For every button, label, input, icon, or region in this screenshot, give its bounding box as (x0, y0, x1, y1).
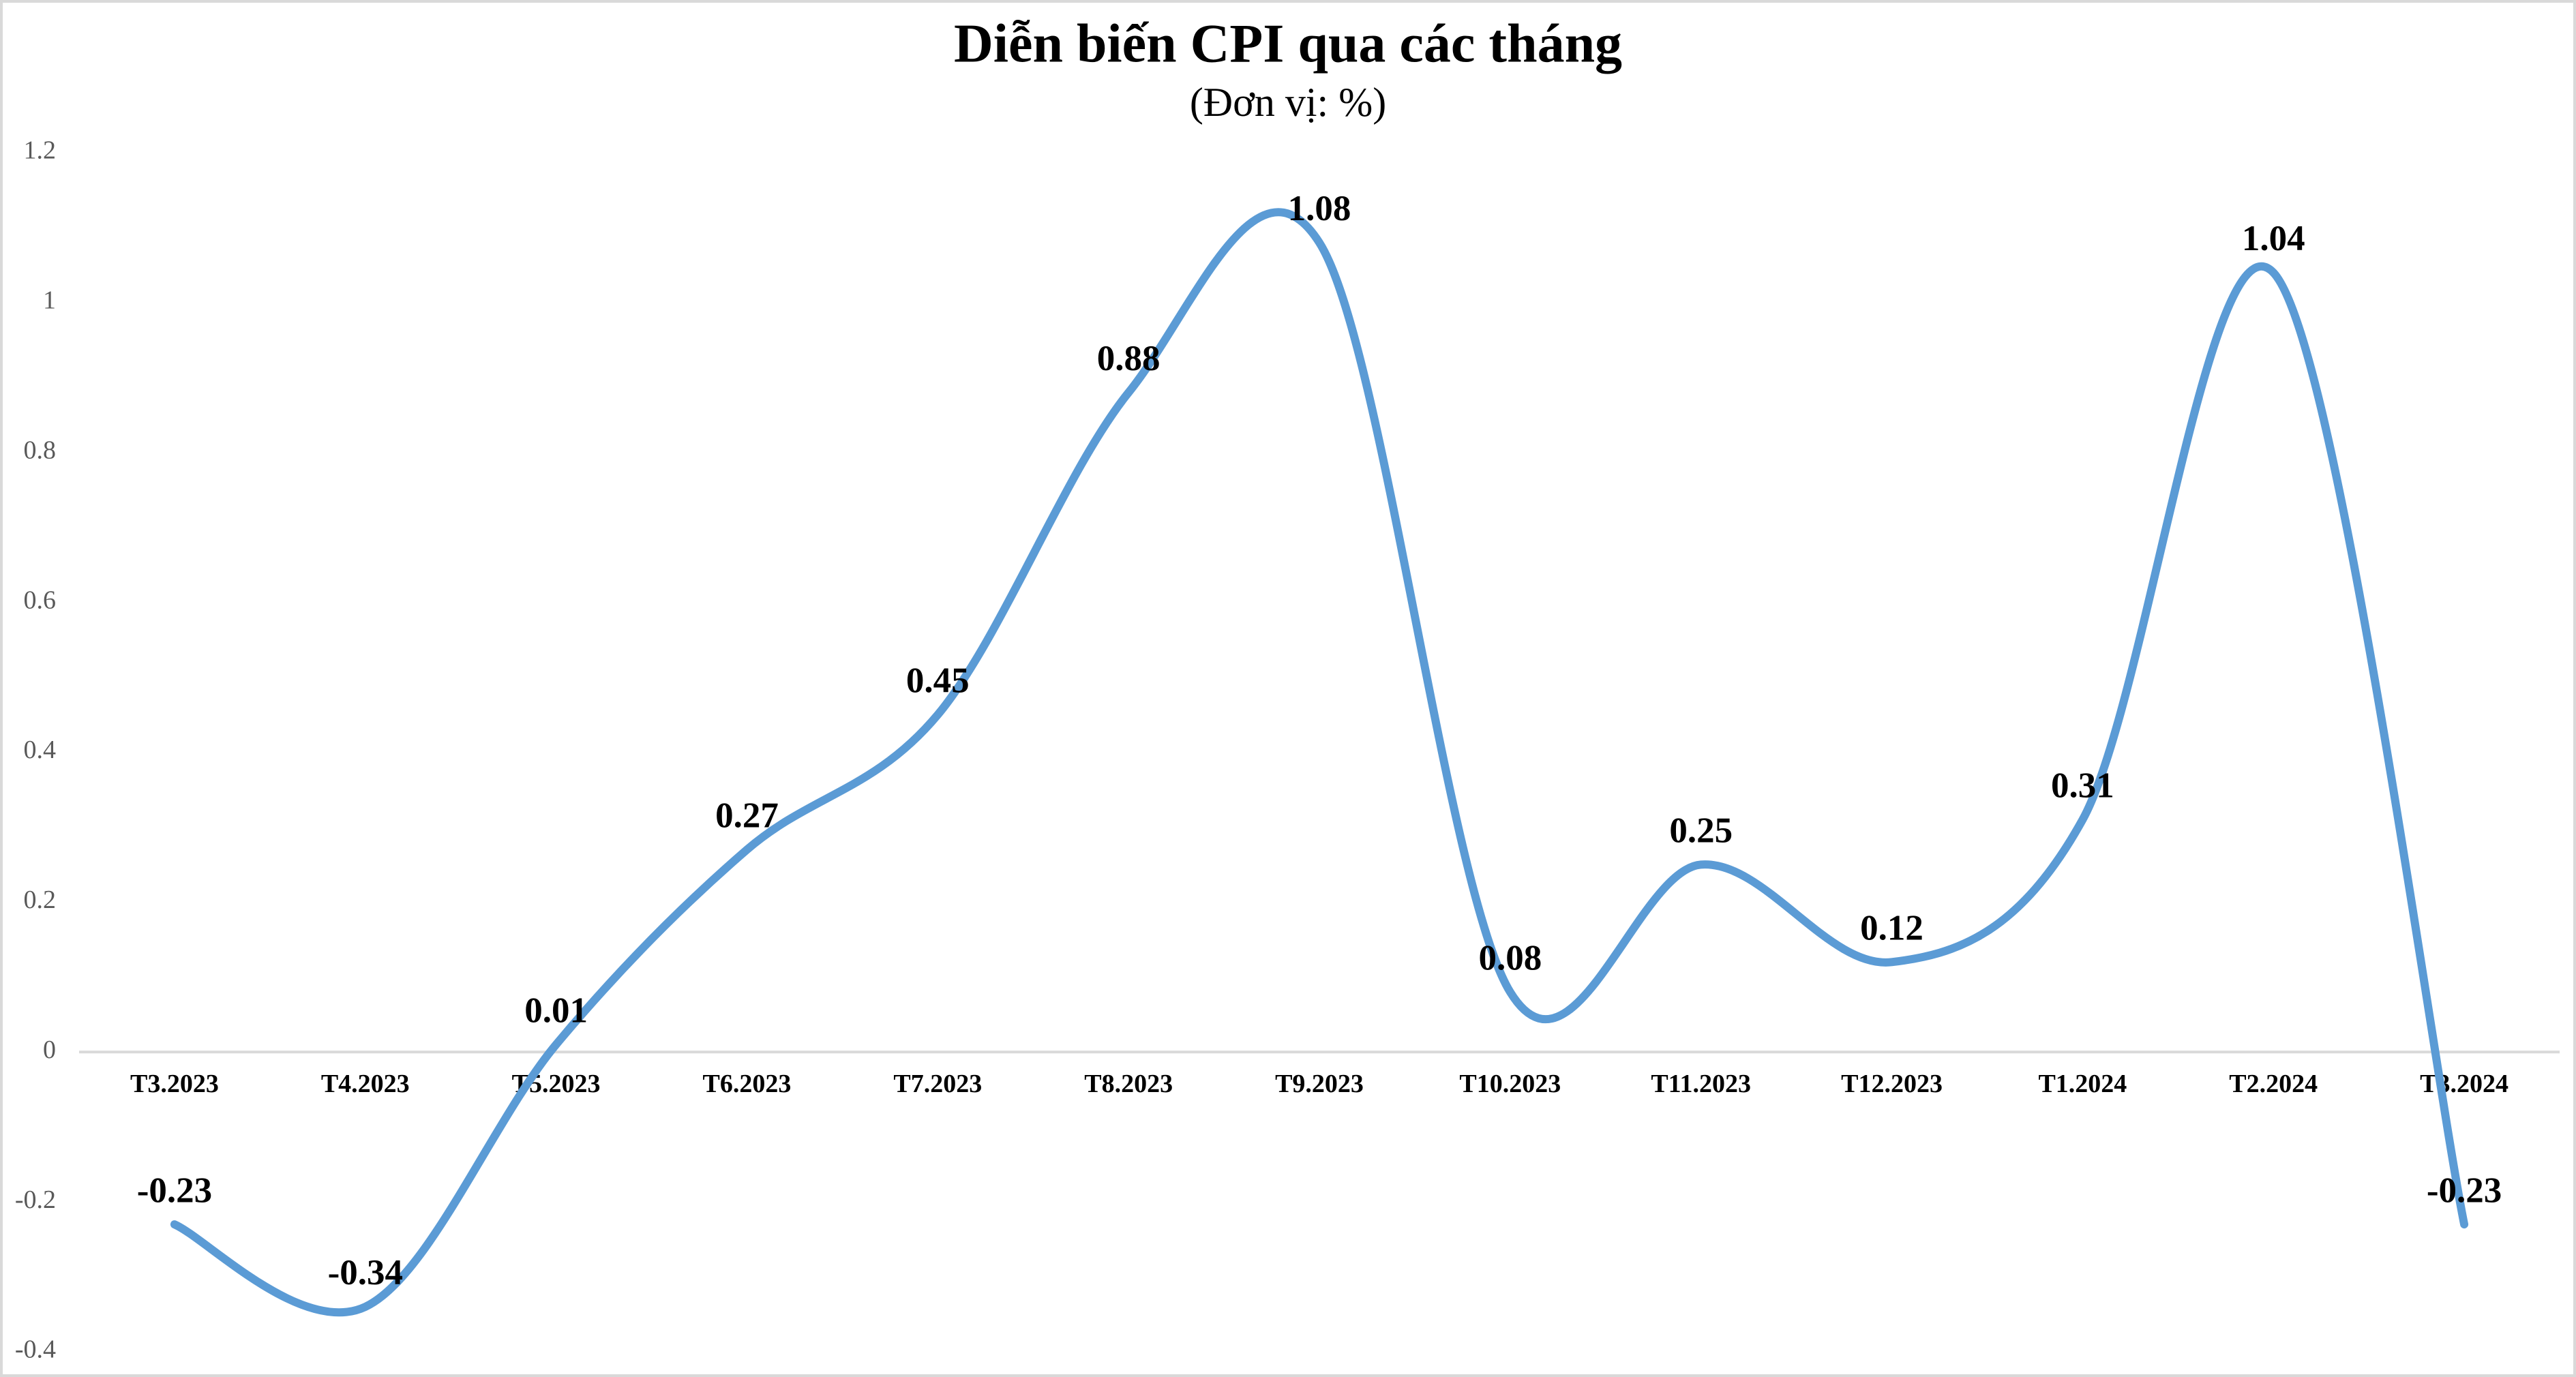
y-tick-label: 1.2 (24, 136, 57, 165)
data-label: 1.04 (2242, 219, 2305, 258)
x-tick-label: T9.2023 (1275, 1070, 1364, 1098)
y-tick-label: 0.8 (24, 436, 57, 464)
y-tick-label: -0.2 (15, 1185, 56, 1214)
y-tick-label: 1 (43, 286, 56, 315)
x-tick-label: T7.2023 (893, 1070, 982, 1098)
data-label: 1.08 (1288, 189, 1351, 228)
data-label: -0.23 (2427, 1170, 2502, 1210)
data-label: 0.88 (1097, 339, 1160, 378)
y-tick-label: 0 (43, 1035, 56, 1064)
data-label: 0.12 (1860, 908, 1923, 948)
chart-subtitle: (Đơn vị: %) (1190, 80, 1386, 125)
data-label: 0.01 (524, 990, 588, 1030)
y-tick-label: 0.4 (24, 736, 57, 764)
data-label: -0.23 (137, 1170, 212, 1210)
data-label: 0.08 (1478, 938, 1542, 978)
data-line (170, 208, 2469, 1317)
data-label: 0.31 (2051, 766, 2114, 806)
y-tick-label: 0.2 (24, 886, 57, 914)
x-tick-label: T1.2024 (2038, 1070, 2127, 1098)
x-tick-label: T8.2023 (1084, 1070, 1173, 1098)
chart-title: Diễn biến CPI qua các tháng (954, 14, 1622, 74)
x-tick-label: T3.2023 (130, 1070, 219, 1098)
data-label: 0.27 (715, 796, 779, 836)
data-label: 0.45 (906, 661, 970, 701)
x-tick-label: T2.2024 (2229, 1070, 2318, 1098)
x-tick-label: T10.2023 (1459, 1070, 1561, 1098)
x-tick-label: T12.2023 (1841, 1070, 1943, 1098)
x-tick-label: T6.2023 (703, 1070, 792, 1098)
data-label: -0.34 (328, 1253, 403, 1292)
x-tick-label: T11.2023 (1651, 1070, 1751, 1098)
x-tick-label: T3.2024 (2420, 1070, 2508, 1098)
y-tick-label: -0.4 (15, 1335, 56, 1364)
x-tick-label: T4.2023 (321, 1070, 410, 1098)
y-tick-label: 0.6 (24, 586, 57, 614)
data-label: 0.25 (1669, 811, 1733, 851)
